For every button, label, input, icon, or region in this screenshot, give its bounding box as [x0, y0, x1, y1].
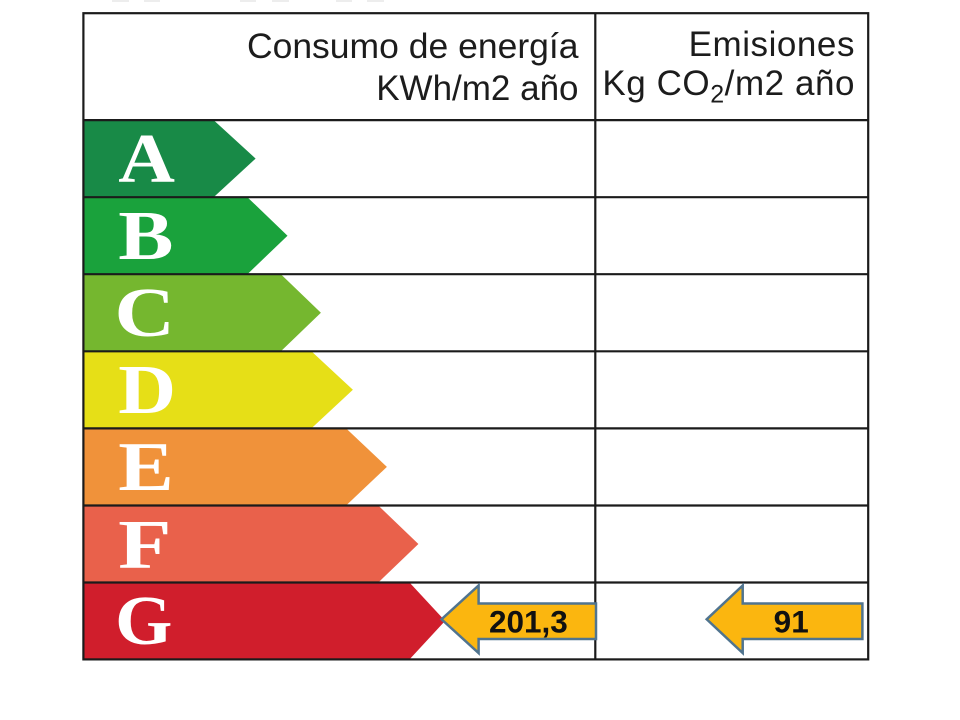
svg-text:E: E	[118, 427, 174, 505]
svg-text:Emisiones: Emisiones	[689, 25, 855, 64]
svg-text:A: A	[118, 121, 175, 198]
svg-text:KWh/m2 año: KWh/m2 año	[376, 69, 578, 108]
svg-text:D: D	[118, 352, 176, 429]
svg-text:91: 91	[774, 604, 809, 640]
svg-text:F: F	[118, 506, 171, 583]
svg-text:Kg CO2/m2 año: Kg CO2/m2 año	[602, 64, 855, 109]
svg-text:B: B	[118, 197, 173, 275]
svg-text:G: G	[115, 582, 172, 660]
svg-text:C: C	[115, 273, 175, 351]
svg-text:201,3: 201,3	[489, 604, 568, 640]
svg-text:Consumo de energía: Consumo de energía	[247, 26, 579, 66]
